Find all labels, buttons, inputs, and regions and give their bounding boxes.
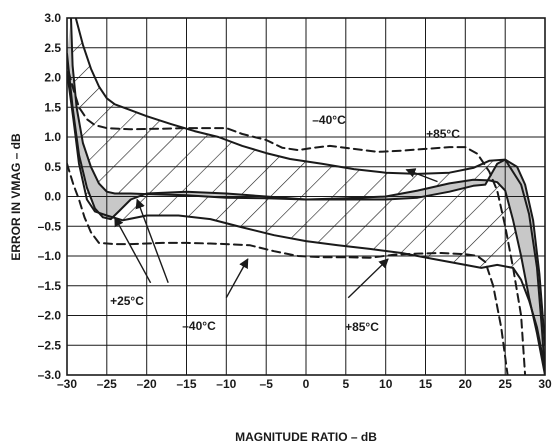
annotation-arrow-4 (347, 258, 389, 299)
y-tick-label: 1.5 (44, 100, 61, 114)
y-tick-label: –2.5 (38, 338, 62, 352)
y-tick-label: 2.0 (44, 71, 61, 85)
y-tick-label: 3.0 (44, 11, 61, 25)
x-tick-label: –10 (216, 377, 236, 391)
y-tick-label: 1.0 (44, 130, 61, 144)
series-line-5 (67, 70, 527, 375)
y-tick-label: 0.0 (44, 190, 61, 204)
y-tick-label: –1.0 (38, 249, 62, 263)
y-tick-label: 0.5 (44, 160, 61, 174)
series-lines (67, 18, 545, 375)
x-tick-label: 10 (379, 377, 393, 391)
x-tick-label: 20 (459, 377, 473, 391)
y-tick-labels: 3.0 2.5 2.0 1.5 1.0 0.5 0.0 –0.5 –1.0 –1.5 –2.0 –2.… (38, 11, 62, 382)
x-axis-title: MAGNITUDE RATIO – dB (235, 430, 377, 444)
annotation-arrow-1 (135, 198, 169, 284)
x-tick-label: –20 (137, 377, 157, 391)
x-tick-label: –30 (57, 377, 77, 391)
y-tick-label: –3.0 (38, 368, 62, 382)
series-line-1 (74, 18, 545, 375)
annotation-minus40-upper: –40°C (312, 113, 346, 127)
series-line-6 (67, 162, 509, 375)
y-axis-title: ERROR IN VMAG – dB (9, 133, 23, 261)
y-tick-label: –2.0 (38, 309, 62, 323)
x-tick-label: 25 (499, 377, 513, 391)
x-tick-label: 15 (419, 377, 433, 391)
x-tick-label: –15 (176, 377, 196, 391)
x-tick-label: 0 (303, 377, 310, 391)
x-tick-label: –5 (260, 377, 274, 391)
y-tick-label: –0.5 (38, 219, 62, 233)
x-tick-labels: –30 –25 –20 –15 –10 –5 0 5 10 15 20 25 30 (57, 377, 552, 391)
annotation-plus85-upper: +85°C (426, 127, 460, 141)
annotation-arrow-2 (114, 216, 152, 284)
annotation-arrow-3 (225, 258, 249, 299)
x-tick-label: 30 (538, 377, 552, 391)
x-tick-label: 5 (342, 377, 349, 391)
y-tick-label: –1.5 (38, 279, 62, 293)
x-tick-label: –25 (97, 377, 117, 391)
annotation-plus25: +25°C (110, 294, 144, 308)
annotation-minus40-lower: –40°C (182, 319, 216, 333)
y-tick-label: 2.5 (44, 41, 61, 55)
annotation-arrows (114, 168, 438, 299)
annotation-plus85-lower: +85°C (345, 320, 379, 334)
plot-frame (66, 17, 546, 376)
annotation-arrow-5 (405, 168, 438, 183)
